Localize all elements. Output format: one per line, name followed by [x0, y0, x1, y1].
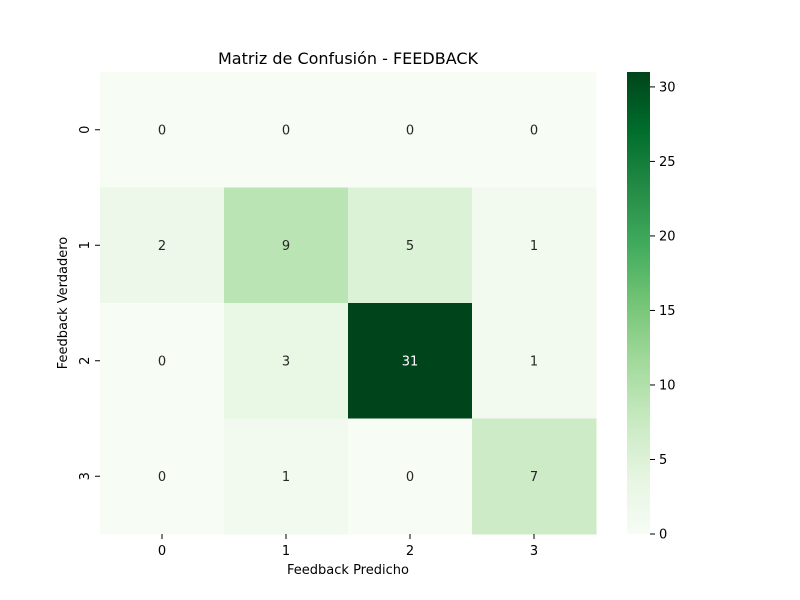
heatmap-cell [224, 418, 349, 535]
heatmap-cell [100, 418, 225, 535]
cell-value-label: 0 [406, 123, 414, 138]
heatmap-cell [224, 187, 349, 304]
cell-value-label: 2 [158, 239, 166, 254]
colorbar-tick-label: 10 [659, 378, 676, 393]
cell-value-label: 0 [158, 123, 166, 138]
heatmap-cell [100, 187, 225, 304]
heatmap-cell [348, 187, 473, 304]
y-tick-label: 0 [78, 126, 93, 134]
cell-value-label: 1 [530, 354, 538, 369]
chart-title: Matriz de Confusión - FEEDBACK [218, 49, 479, 68]
heatmap-cell [100, 303, 225, 419]
y-tick-label: 3 [78, 472, 93, 480]
x-axis-ticks: 0 1 2 3 [158, 534, 538, 559]
cell-value-label: 5 [406, 239, 414, 254]
colorbar-tick-label: 0 [659, 528, 667, 543]
x-tick-label: 3 [530, 544, 538, 559]
heatmap-cell [224, 72, 349, 188]
colorbar-tick-label: 30 [659, 80, 676, 95]
cell-value-label: 31 [402, 354, 419, 369]
colorbar-tick-label: 20 [659, 229, 676, 244]
cell-value-label: 9 [282, 239, 290, 254]
heatmap-cell [472, 72, 597, 188]
y-tick-label: 2 [78, 357, 93, 365]
colorbar [627, 72, 650, 534]
y-axis-label: Feedback Verdadero [56, 237, 71, 370]
cell-value-label: 0 [158, 354, 166, 369]
colorbar-tick-label: 5 [659, 453, 667, 468]
colorbar-ticks: 0 5 10 15 20 25 30 [650, 80, 676, 543]
heatmap-cell [472, 303, 597, 419]
cell-value-label: 7 [530, 470, 538, 485]
y-axis-ticks: 0 1 2 3 [78, 126, 100, 480]
cell-value-label: 0 [282, 123, 290, 138]
cell-value-label: 1 [282, 470, 290, 485]
heatmap-cell-labels: 0 0 0 0 2 9 5 1 0 3 31 1 0 1 0 7 [158, 123, 538, 485]
x-tick-label: 2 [406, 544, 414, 559]
heatmap-cell [472, 418, 597, 535]
x-axis-label: Feedback Predicho [287, 563, 409, 578]
y-tick-label: 1 [78, 241, 93, 249]
colorbar-tick-label: 15 [659, 304, 676, 319]
heatmap-cell [224, 303, 349, 419]
heatmap-cell [472, 187, 597, 304]
x-tick-label: 1 [282, 544, 290, 559]
heatmap-cell [348, 72, 473, 188]
cell-value-label: 0 [158, 470, 166, 485]
colorbar-tick-label: 25 [659, 155, 676, 170]
cell-value-label: 0 [406, 470, 414, 485]
x-tick-label: 0 [158, 544, 166, 559]
heatmap-cells [100, 72, 597, 535]
cell-value-label: 3 [282, 354, 290, 369]
heatmap-cell [348, 418, 473, 535]
heatmap-cell [100, 72, 225, 188]
heatmap-cell [348, 303, 473, 419]
cell-value-label: 1 [530, 239, 538, 254]
cell-value-label: 0 [530, 123, 538, 138]
